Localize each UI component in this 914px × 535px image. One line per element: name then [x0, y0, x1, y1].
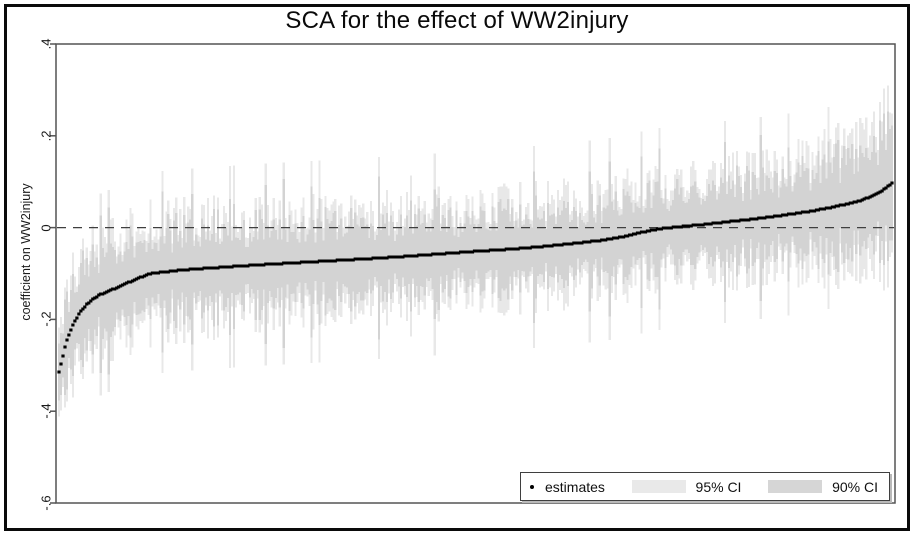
- chart-title: SCA for the effect of WW2injury: [285, 7, 629, 34]
- legend-label-ci90: 90% CI: [832, 478, 878, 495]
- legend-label-estimates: estimates: [545, 478, 605, 495]
- estimates-dot-icon: [530, 484, 534, 489]
- legend: estimates 95% CI 90% CI: [520, 472, 890, 501]
- legend-item-estimates: estimates: [530, 479, 605, 495]
- y-tick-label: .4: [38, 38, 54, 50]
- ci90-swatch-icon: [768, 480, 823, 493]
- estimates-curve: [57, 181, 894, 374]
- legend-label-ci95: 95% CI: [695, 478, 742, 495]
- plot-box: [55, 43, 896, 504]
- y-tick-label: -.6: [38, 495, 54, 511]
- y-axis-ticks: [50, 43, 56, 504]
- ci95-swatch-icon: [631, 480, 686, 493]
- y-tick-label: 0: [38, 223, 54, 232]
- legend-item-ci95: 95% CI: [631, 478, 742, 495]
- y-tick-label: -.2: [38, 311, 54, 327]
- y-tick-label: -.4: [38, 403, 54, 419]
- legend-item-ci90: 90% CI: [768, 479, 878, 495]
- y-tick-label: .2: [38, 130, 54, 142]
